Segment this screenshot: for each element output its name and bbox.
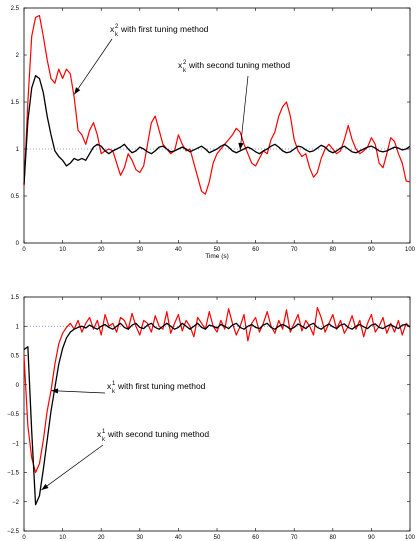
annotation-subscript: k (115, 32, 119, 38)
annotation-superscript: 2 (183, 60, 187, 66)
annotation-subscript: k (102, 437, 106, 443)
y-tick-label: 1.5 (11, 100, 20, 106)
x-tick-label: 30 (136, 247, 143, 253)
x-tick-label: 100 (405, 247, 416, 253)
annotation-label: with first tuning method (117, 381, 206, 391)
annotation-arrow-line (41, 444, 104, 491)
x-tick-label: 20 (98, 535, 105, 541)
y-tick-label: 1 (16, 147, 20, 153)
annotation-label: with first tuning method (120, 24, 209, 34)
annotation-arrow-line (51, 390, 106, 394)
chart-1: 0 10 20 30 40 50 60 70 80 90 100 0 0.5 1 1.5 2 2.5 Time (… (11, 6, 416, 260)
y-tick-label: 1.5 (11, 295, 20, 301)
annotation-superscript: 1 (102, 429, 106, 435)
x-tick-label: 40 (175, 247, 182, 253)
x-tick-label: 30 (136, 535, 143, 541)
annotation-arrow-head (74, 87, 81, 95)
annotation-label: with second tuning method (107, 429, 209, 439)
y-tick-label: 0.5 (11, 354, 20, 360)
y-tick-label: −1 (12, 441, 20, 447)
annotation-arrow-line (73, 38, 113, 95)
annotation-symbol: x (107, 381, 112, 391)
x-tick-label: 60 (252, 247, 259, 253)
annotation-symbol: x (178, 60, 183, 70)
annotation-label: with second tuning method (188, 60, 290, 70)
x-tick-label: 70 (291, 247, 298, 253)
y-tick-label: 2 (16, 53, 20, 59)
x-tick-label: 90 (368, 247, 375, 253)
annotation-arrow-head (51, 388, 59, 394)
y-tick-label: −2.5 (7, 529, 20, 535)
chart-2: 0 10 20 30 40 50 60 70 80 90 100 −2.5 −2 −1.5 −1 −0.5 0 0… (7, 295, 416, 541)
y-tick-label: 2.5 (11, 6, 20, 12)
annotation-arrow-head (41, 483, 49, 491)
x-axis-label: Time (s) (205, 253, 229, 260)
series-line-red (23, 14, 411, 195)
annotation-symbol: x (97, 429, 102, 439)
series-line-black (23, 322, 411, 506)
annotation-subscript: k (183, 68, 187, 74)
annotation-arrow-line (239, 75, 249, 150)
y-tick-label: −0.5 (7, 412, 20, 418)
x-tick-label: 10 (59, 247, 66, 253)
annotation-superscript: 1 (112, 381, 116, 387)
annotation-symbol: x (110, 24, 115, 34)
x-tick-label: 0 (22, 247, 26, 253)
y-tick-label: 0.5 (11, 194, 20, 200)
x-tick-label: 20 (98, 247, 105, 253)
annotation-subscript: k (112, 389, 116, 395)
y-tick-label: −2 (12, 500, 20, 506)
x-tick-label: 80 (329, 247, 336, 253)
x-tick-label: 50 (214, 247, 221, 253)
x-tick-label: 80 (329, 535, 336, 541)
plot-frame (23, 7, 411, 244)
x-tick-label: 10 (59, 535, 66, 541)
annotation-arrow-head (238, 142, 244, 150)
series-line-red (23, 306, 411, 474)
x-tick-label: 70 (291, 535, 298, 541)
y-tick-label: −1.5 (7, 471, 20, 477)
series-line-black (23, 75, 411, 185)
y-tick-label: 0 (16, 241, 20, 247)
x-tick-label: 60 (252, 535, 259, 541)
x-tick-label: 50 (214, 535, 221, 541)
x-tick-label: 0 (22, 535, 26, 541)
x-tick-label: 90 (368, 535, 375, 541)
annotation-superscript: 2 (115, 24, 119, 30)
x-tick-label: 100 (405, 535, 416, 541)
x-tick-label: 40 (175, 535, 182, 541)
y-tick-label: 0 (16, 383, 20, 389)
y-tick-label: 1 (16, 324, 20, 330)
